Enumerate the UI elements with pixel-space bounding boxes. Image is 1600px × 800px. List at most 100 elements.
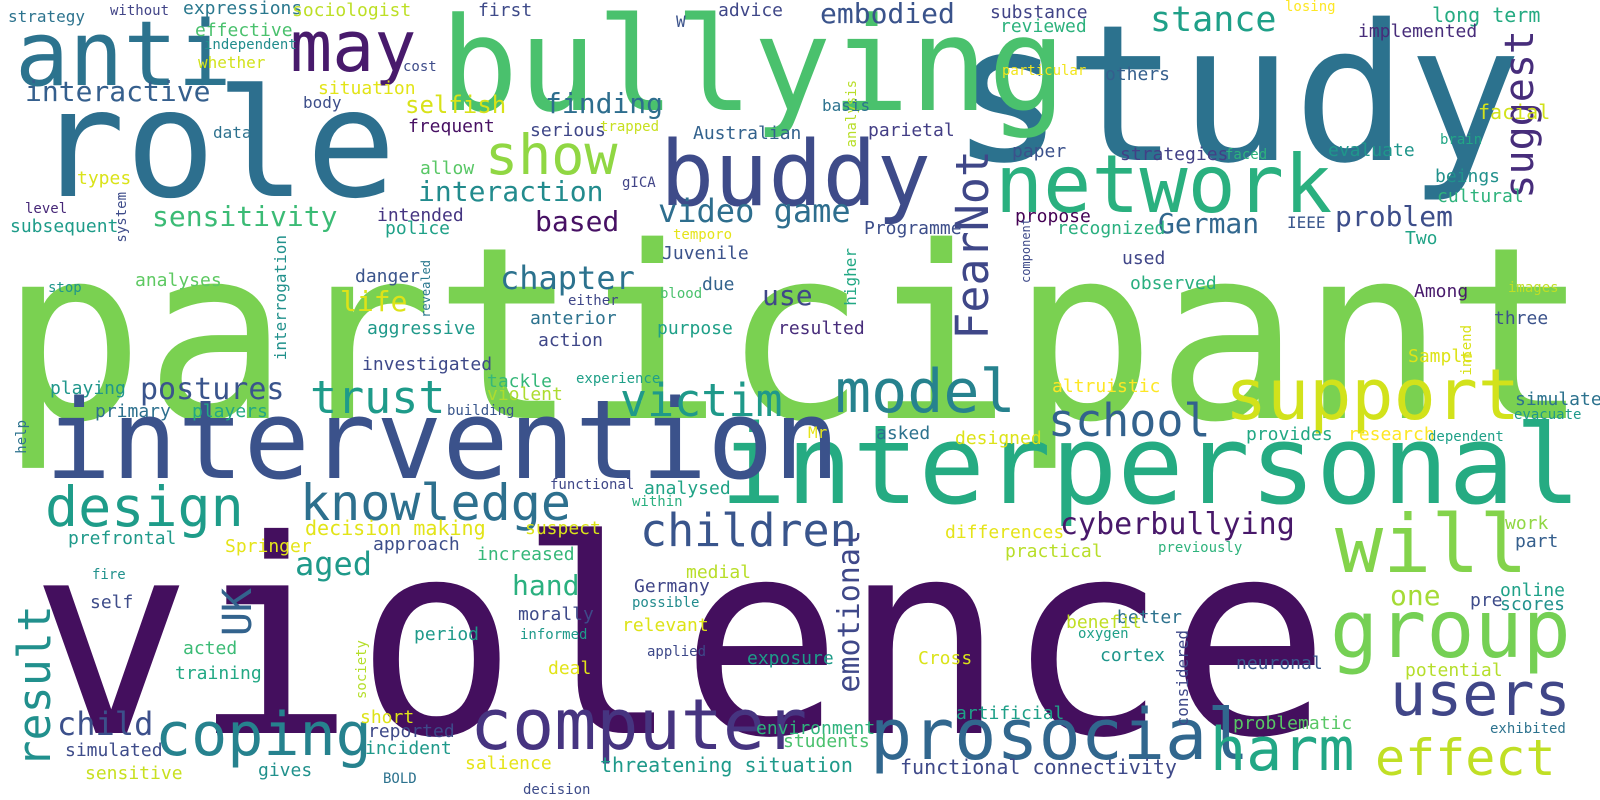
- cloud-word: tackle: [487, 371, 553, 392]
- cloud-word: reviewed: [1000, 16, 1087, 37]
- cloud-word: previously: [1158, 540, 1243, 556]
- cloud-word: children: [640, 504, 857, 557]
- cloud-word: interpersonal: [720, 401, 1581, 529]
- cloud-word: cost: [403, 59, 437, 75]
- cloud-word: cyberbullying: [1060, 507, 1295, 542]
- cloud-word: higher: [841, 248, 860, 306]
- cloud-word: images: [1508, 280, 1559, 296]
- cloud-word: Australian: [693, 123, 802, 144]
- cloud-word: postures: [140, 372, 285, 407]
- cloud-word: subsequent: [10, 216, 119, 237]
- cloud-word: may: [290, 6, 417, 88]
- cloud-word: suspect: [525, 518, 601, 539]
- cloud-word: action: [538, 330, 604, 351]
- cloud-word: either: [568, 293, 619, 309]
- cloud-word: online: [1500, 580, 1566, 601]
- cloud-word: video game: [658, 192, 851, 230]
- cloud-word: effective: [195, 20, 293, 41]
- cloud-word: model: [835, 357, 1016, 427]
- cloud-word: oxygen: [1078, 626, 1129, 642]
- cloud-word: applied: [647, 644, 707, 660]
- cloud-word: types: [77, 168, 132, 189]
- cloud-word: group: [1330, 583, 1571, 676]
- cloud-word: morally: [518, 604, 594, 625]
- cloud-word: school: [1048, 394, 1211, 447]
- cloud-word: aged: [295, 545, 373, 583]
- cloud-word: FearNot: [946, 150, 999, 340]
- cloud-word: fire: [92, 567, 126, 583]
- cloud-word: exposure: [747, 648, 834, 669]
- cloud-word: experience: [576, 371, 661, 387]
- cloud-word: losing: [1285, 0, 1336, 15]
- cloud-word: better: [1117, 607, 1183, 628]
- cloud-word: threatening situation: [600, 753, 853, 777]
- cloud-word: sensitive: [85, 763, 183, 784]
- cloud-word: whether: [198, 53, 266, 72]
- cloud-word: benefit: [1066, 612, 1142, 633]
- cloud-word: prosocial: [870, 694, 1250, 776]
- cloud-word: differences: [945, 522, 1065, 543]
- cloud-word: artificial: [956, 703, 1065, 724]
- cloud-word: functional: [550, 477, 635, 493]
- cloud-word: Juvenile: [662, 243, 749, 264]
- cloud-word: facial: [1478, 100, 1551, 124]
- cloud-word: component: [1019, 218, 1033, 284]
- cloud-word: effect: [1375, 729, 1556, 787]
- cloud-word: designed: [955, 428, 1042, 449]
- cloud-word: hand: [512, 569, 580, 602]
- cloud-word: Germany: [634, 576, 710, 597]
- cloud-word: gICA: [622, 175, 656, 191]
- cloud-word: decision making: [305, 516, 486, 540]
- cloud-word: W: [676, 12, 686, 31]
- cloud-word: long term: [1432, 3, 1541, 27]
- cloud-word: exhibited: [1490, 721, 1566, 737]
- cloud-word: embodied: [820, 0, 955, 30]
- cloud-word: period: [414, 624, 480, 645]
- cloud-word: one: [1390, 579, 1441, 612]
- cloud-word: interactive: [25, 75, 211, 108]
- cloud-word: particular: [1002, 63, 1087, 79]
- cloud-word: strategies: [1120, 144, 1229, 165]
- cloud-word: environment: [756, 718, 876, 739]
- cloud-word: work: [1505, 513, 1549, 534]
- cloud-word: resulted: [778, 318, 865, 339]
- cloud-word: level: [25, 201, 68, 217]
- cloud-word: violent: [487, 384, 563, 405]
- cloud-word: show: [485, 123, 618, 187]
- cloud-word: used: [1122, 248, 1166, 269]
- cloud-word: network: [995, 138, 1333, 231]
- cloud-word: practical: [1005, 541, 1103, 562]
- cloud-word: cortex: [1100, 645, 1166, 666]
- cloud-word: provides: [1246, 424, 1333, 445]
- cloud-word: prefrontal: [68, 528, 177, 549]
- cloud-word: scores: [1500, 594, 1566, 615]
- cloud-word: reported: [368, 721, 455, 742]
- cloud-word: short: [360, 707, 415, 728]
- cloud-word: Among: [1414, 281, 1469, 302]
- cloud-word: interaction: [418, 175, 604, 208]
- cloud-word: independent: [204, 37, 297, 53]
- cloud-word: functional connectivity: [900, 755, 1177, 779]
- cloud-word: participant: [0, 195, 1590, 475]
- cloud-word: buddy: [660, 122, 931, 227]
- cloud-word: gives: [258, 760, 313, 781]
- cloud-word: neuronal: [1236, 653, 1323, 674]
- cloud-word: students: [783, 731, 870, 752]
- cloud-word: danger: [355, 266, 421, 287]
- cloud-word: asked: [876, 423, 931, 444]
- cloud-word: dependent: [1428, 429, 1504, 445]
- cloud-word: propose: [1015, 206, 1091, 227]
- cloud-word: possible: [632, 595, 700, 611]
- cloud-word: anterior: [530, 308, 617, 329]
- cloud-word: increased: [477, 544, 575, 565]
- cloud-word: implemented: [1358, 21, 1478, 42]
- cloud-word: German: [1158, 207, 1260, 240]
- cloud-word: users: [1390, 660, 1571, 730]
- cloud-word: salience: [465, 753, 552, 774]
- cloud-word: problematic: [1233, 713, 1353, 734]
- cloud-word: simulated: [65, 740, 163, 761]
- cloud-word: computer: [470, 684, 808, 766]
- cloud-word: coping: [155, 700, 372, 770]
- cloud-word: Sample: [1408, 346, 1474, 367]
- cloud-word: body: [303, 93, 342, 112]
